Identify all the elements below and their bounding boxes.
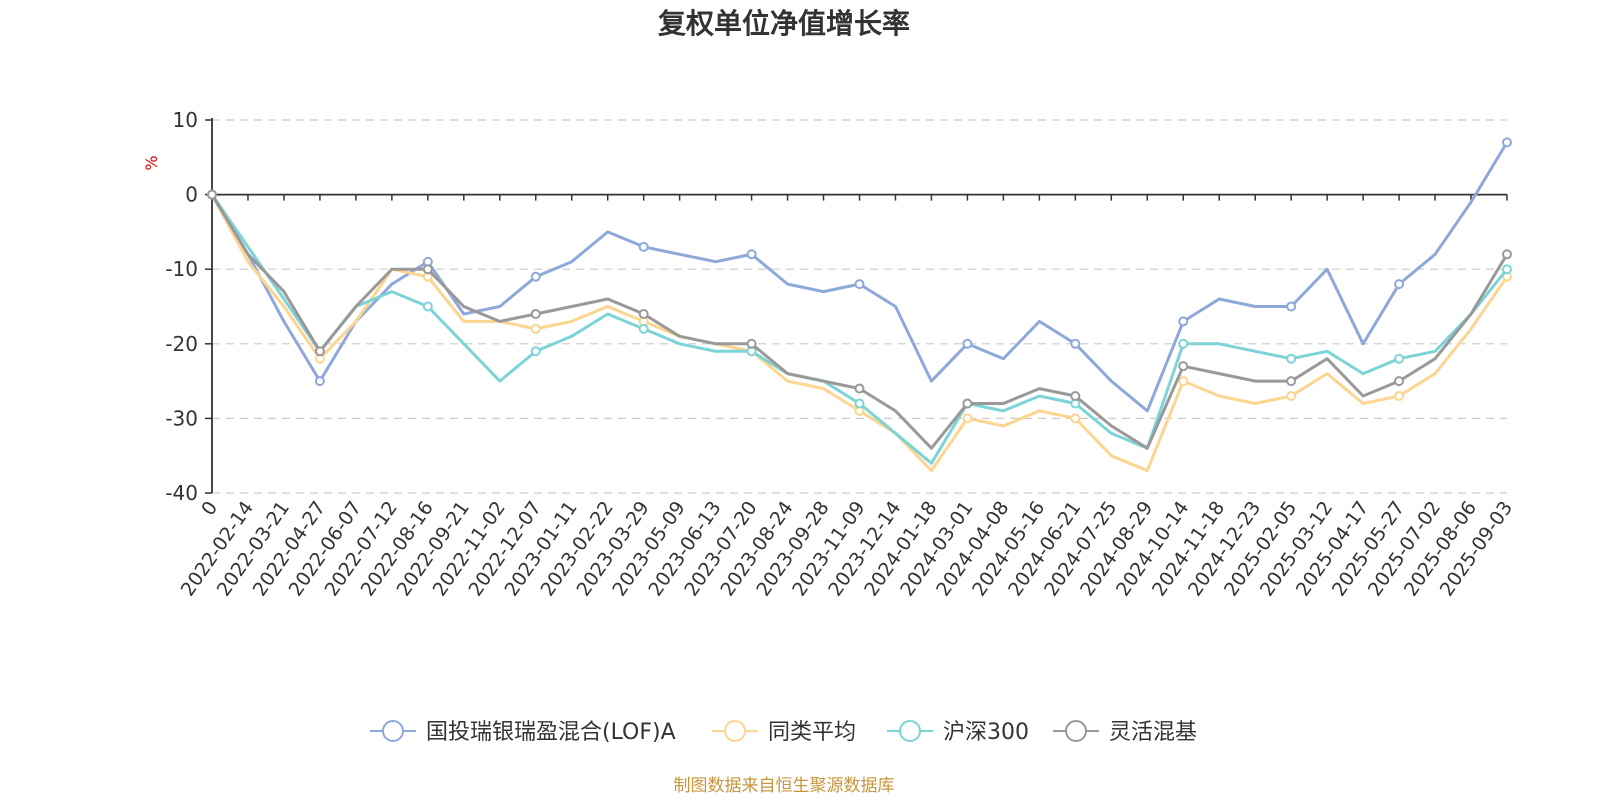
data-point[interactable] xyxy=(1070,391,1081,402)
legend-item[interactable]: 国投瑞银瑞盈混合(LOF)A xyxy=(370,720,676,745)
data-point[interactable] xyxy=(314,376,325,387)
data-point[interactable] xyxy=(1394,279,1405,290)
data-point[interactable] xyxy=(746,249,757,260)
data-point[interactable] xyxy=(746,338,757,349)
legend-item[interactable]: 沪深300 xyxy=(887,720,1029,745)
data-point[interactable] xyxy=(1178,361,1189,372)
data-point[interactable] xyxy=(638,308,649,319)
chart-title: 复权单位净值增长率 xyxy=(658,7,910,40)
legend-label: 国投瑞银瑞盈混合(LOF)A xyxy=(426,720,676,745)
legend-label: 沪深300 xyxy=(943,720,1029,745)
grid xyxy=(212,119,1507,494)
x-tick-label: 0 xyxy=(197,497,222,520)
data-point[interactable] xyxy=(1502,249,1512,260)
data-point[interactable] xyxy=(1502,264,1512,275)
y-tick-label: -30 xyxy=(165,406,198,430)
series-3 xyxy=(207,189,1512,465)
y-tick-label: 0 xyxy=(185,183,198,207)
data-point[interactable] xyxy=(1502,137,1512,148)
y-axis-label: % xyxy=(142,155,161,170)
data-point[interactable] xyxy=(422,264,433,275)
data-point[interactable] xyxy=(1286,391,1297,402)
data-point[interactable] xyxy=(962,413,973,424)
data-point[interactable] xyxy=(854,383,865,394)
y-tick-label: -40 xyxy=(165,481,198,505)
data-point[interactable] xyxy=(1394,376,1405,387)
series-line xyxy=(210,141,1509,413)
data-point[interactable] xyxy=(962,338,973,349)
legend-marker xyxy=(1065,720,1087,742)
data-point[interactable] xyxy=(1178,338,1189,349)
y-tick-label: -20 xyxy=(165,332,198,356)
legend-label: 灵活混基 xyxy=(1109,720,1197,745)
data-point[interactable] xyxy=(1070,338,1081,349)
data-point[interactable] xyxy=(638,241,649,252)
series-line xyxy=(210,193,1509,473)
data-point[interactable] xyxy=(1178,316,1189,327)
y-tick-label: -10 xyxy=(165,257,198,281)
x-tick-labels: 02022-02-142022-03-212022-04-272022-06-0… xyxy=(177,497,1517,600)
data-point[interactable] xyxy=(530,346,541,357)
data-point[interactable] xyxy=(1394,353,1405,364)
data-point[interactable] xyxy=(422,301,433,312)
data-point[interactable] xyxy=(854,398,865,409)
data-point[interactable] xyxy=(1178,376,1189,387)
legend[interactable]: 国投瑞银瑞盈混合(LOF)A 同类平均 沪深300 灵活混基 xyxy=(370,720,1197,745)
data-point[interactable] xyxy=(1070,413,1081,424)
data-point[interactable] xyxy=(314,346,325,357)
legend-item[interactable]: 灵活混基 xyxy=(1053,720,1197,745)
data-point[interactable] xyxy=(638,323,649,334)
legend-marker xyxy=(899,720,921,742)
y-tick-label: 10 xyxy=(173,108,198,132)
data-point[interactable] xyxy=(1394,391,1405,402)
data-point[interactable] xyxy=(1286,376,1297,387)
legend-marker xyxy=(724,720,746,742)
series-1 xyxy=(207,137,1512,413)
data-point[interactable] xyxy=(530,271,541,282)
data-point[interactable] xyxy=(1286,301,1297,312)
data-point[interactable] xyxy=(1286,353,1297,364)
series-4 xyxy=(207,189,1512,450)
series-layer xyxy=(207,137,1512,473)
data-point[interactable] xyxy=(854,279,865,290)
legend-item[interactable]: 同类平均 xyxy=(712,720,856,745)
data-point[interactable] xyxy=(962,398,973,409)
legend-label: 同类平均 xyxy=(768,720,856,745)
legend-marker xyxy=(382,720,404,742)
data-point[interactable] xyxy=(530,323,541,334)
data-point[interactable] xyxy=(207,189,217,200)
axes xyxy=(205,118,1508,494)
data-point[interactable] xyxy=(530,308,541,319)
source-note: 制图数据来自恒生聚源数据库 xyxy=(674,776,895,796)
series-line xyxy=(210,193,1509,465)
series-2 xyxy=(207,189,1512,473)
y-tick-labels: 10 0 -10 -20 -30 -40 xyxy=(165,108,198,505)
